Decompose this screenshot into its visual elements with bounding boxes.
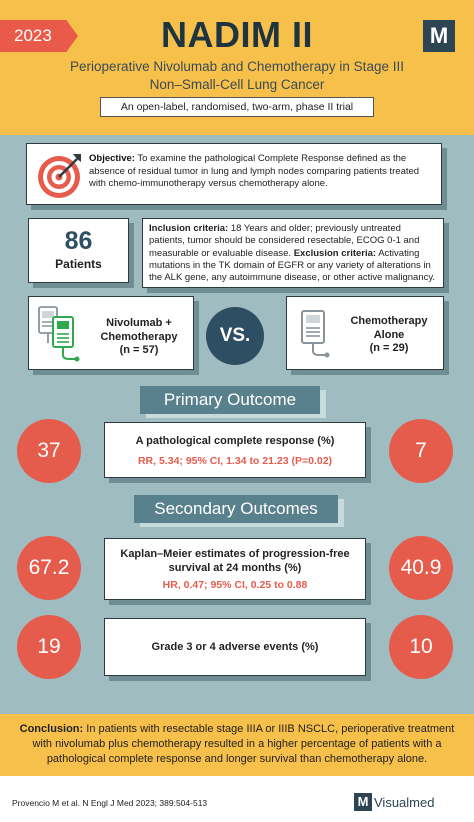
primary-stat: RR, 5.34; 95% CI, 1.34 to 21.23 (P=0.02) [137,455,333,467]
primary-outcome-title: Primary Outcome [140,386,320,414]
arm-left-line-2: Chemotherapy [100,330,178,343]
ae-right-value: 10 [389,615,453,679]
patients-panel: 86 Patients [28,218,129,283]
arm-right-label: Chemotherapy Alone (n = 29) [337,315,441,356]
patients-count: 86 [64,227,93,255]
conclusion-text: In patients with resectable stage IIIA o… [32,723,455,765]
target-icon [38,154,81,198]
conclusion-panel: Conclusion: In patients with resectable … [0,714,474,776]
arm-left-label: Nivolumab + Chemotherapy (n = 57) [87,317,191,358]
iv-pump-combo-icon [38,306,80,362]
arm-right-n: (n = 29) [369,342,409,354]
subtitle: Perioperative Nivolumab and Chemotherapy… [20,58,454,94]
arm-right-line-1: Chemotherapy [350,315,428,327]
brand-logo-icon: M [423,20,455,52]
primary-left-value: 37 [17,419,81,483]
pfs-right-value: 40.9 [389,536,453,600]
pfs-label-line-2: survival at 24 months (%) [168,562,302,574]
ae-label: Grade 3 or 4 adverse events (%) [151,641,319,653]
objective-label: Objective: [89,153,135,164]
objective-body: To examine the pathological Complete Res… [89,153,420,189]
exclusion-label: Exclusion criteria: [293,247,377,259]
subtitle-line-2: Non–Small-Cell Lung Cancer [149,77,325,92]
trial-design: An open-label, randomised, two-arm, phas… [100,97,374,117]
criteria-panel: Inclusion criteria: 18 Years and older; … [142,218,444,288]
criteria-text: Inclusion criteria: 18 Years and older; … [149,223,439,284]
ae-left-value: 19 [17,615,81,679]
iv-pump-icon [301,310,330,358]
secondary-outcomes-title: Secondary Outcomes [134,495,338,523]
year-tag: 2023 [0,20,78,52]
arm-left-line-1: Nivolumab + [106,317,172,329]
pfs-left-value: 67.2 [17,536,81,600]
vs-badge: VS. [206,307,264,365]
primary-right-value: 7 [389,419,453,483]
pfs-result-box: Kaplan–Meier estimates of progression-fr… [104,538,366,600]
footer: Provencio M et al. N Engl J Med 2023; 38… [0,776,474,822]
citation: Provencio M et al. N Engl J Med 2023; 38… [12,798,208,808]
arm-right-line-2: Alone [373,328,405,341]
pfs-stat: HR, 0.47; 95% CI, 0.25 to 0.88 [162,579,308,591]
primary-label: A pathological complete response (%) [135,435,335,447]
patients-label: Patients [55,257,102,271]
exclusion-body: Activating mutations in the TK domain of… [149,247,436,284]
brand-name: Visualmed [374,794,435,810]
arm-chemo-alone: Chemotherapy Alone (n = 29) [286,296,444,370]
pfs-label-line-1: Kaplan–Meier estimates of progression-fr… [120,548,350,560]
inclusion-label: Inclusion criteria: [149,223,229,234]
ae-result-box: Grade 3 or 4 adverse events (%) [104,618,366,676]
header: 2023 NADIM II M Perioperative Nivolumab … [0,0,474,135]
inclusion-body: 18 Years and older; previously untreated… [149,223,420,259]
conclusion-label: Conclusion: [19,723,84,735]
objective-panel: Objective: To examine the pathological C… [26,143,442,205]
primary-result-box: A pathological complete response (%) RR,… [104,422,366,478]
visualmed-logo-icon: M [354,793,372,811]
subtitle-line-1: Perioperative Nivolumab and Chemotherapy… [70,59,404,74]
arm-left-n: (n = 57) [119,344,159,356]
arm-nivolumab-chemo: Nivolumab + Chemotherapy (n = 57) [28,296,194,370]
page-title: NADIM II [161,14,313,55]
objective-text: Objective: To examine the pathological C… [89,153,435,191]
footer-brand: M Visualmed [354,793,434,811]
